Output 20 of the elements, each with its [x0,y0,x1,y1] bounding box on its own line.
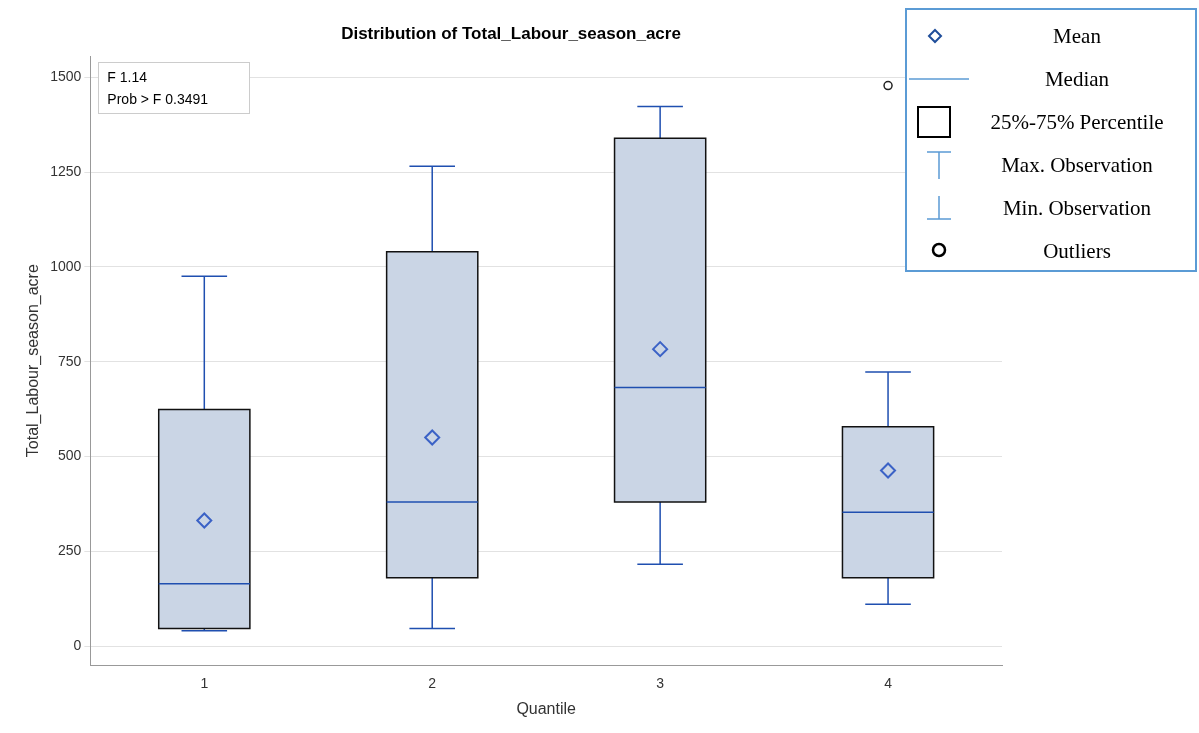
y-tick-label: 1000 [50,257,82,274]
annotation: 25%-75% Percentile [989,110,1165,135]
x-tick-label: 2 [428,675,437,692]
key-panel: Mean Median 25%-75% Percentile Max. Observation Min. Observation Outliers [905,8,1197,272]
y-tick-label: 500 [57,447,82,464]
x-tick-label: 1 [200,675,209,692]
x-tick-label: 4 [884,675,893,692]
y-tick-label: 0 [73,636,82,653]
y-tick-label: 1500 [50,68,82,85]
x-axis-title: Quantile [516,699,577,717]
annotation: Max. Observation [1000,153,1154,178]
annotation: Prob > F 0.3491 [107,90,210,110]
y-tick-label: 750 [57,352,82,369]
stats-panel: F 1.14 Prob > F 0.3491 [98,62,251,115]
y-tick-label: 250 [57,542,82,559]
x-tick-label: 3 [656,675,665,692]
annotation: F 1.14 [107,68,149,88]
chart-title: Distribution of Total_Labour_season_acre [341,23,681,43]
y-axis-title: Total_Labour_season_acre [24,264,43,458]
y-tick-label: 1250 [50,162,82,179]
